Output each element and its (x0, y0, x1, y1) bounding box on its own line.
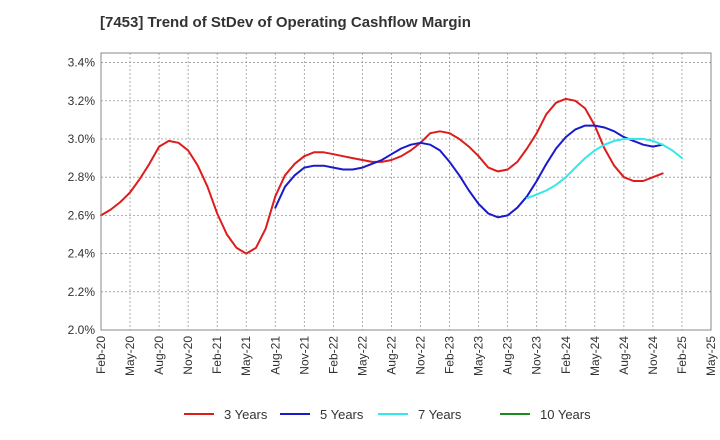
x-tick-label: May-24 (588, 336, 602, 376)
x-tick-label: Feb-24 (559, 336, 573, 374)
x-tick-label: Feb-25 (675, 336, 689, 374)
y-tick-label: 3.4% (68, 56, 96, 70)
legend-label-0: 3 Years (224, 407, 268, 422)
y-tick-label: 2.2% (68, 285, 96, 299)
x-tick-label: May-21 (239, 336, 253, 376)
y-tick-label: 2.6% (68, 208, 96, 222)
series-line-0 (100, 97, 664, 255)
x-tick-label: Aug-20 (152, 336, 166, 375)
x-tick-label: Feb-21 (210, 336, 224, 374)
plot-area (101, 53, 711, 330)
plot-border (100, 52, 712, 331)
y-axis-tick-labels: 2.0% 2.2% 2.4% 2.6% 2.8% 3.0% 3.2% 3.4% (68, 56, 96, 337)
y-tick-label: 3.2% (68, 94, 96, 108)
x-tick-label: Nov-24 (646, 336, 660, 375)
x-tick-label: May-25 (704, 336, 718, 376)
x-tick-label: Feb-23 (443, 336, 457, 374)
chart-title: [7453] Trend of StDev of Operating Cashf… (100, 14, 471, 31)
x-tick-label: Nov-20 (181, 336, 195, 375)
legend-label-3: 10 Years (540, 407, 591, 422)
x-tick-label: Feb-22 (326, 336, 340, 374)
legend-label-2: 7 Years (418, 407, 462, 422)
legend: 3 Years 5 Years 7 Years 10 Years (184, 407, 591, 422)
y-tick-label: 2.0% (68, 323, 96, 337)
x-tick-label: Aug-23 (501, 336, 515, 375)
x-tick-label: Aug-22 (384, 336, 398, 375)
x-tick-label: Feb-20 (94, 336, 108, 374)
y-tick-label: 3.0% (68, 132, 96, 146)
series-lines (100, 97, 683, 255)
x-tick-label: May-23 (472, 336, 486, 376)
x-tick-label: Aug-21 (268, 336, 282, 375)
series-line-1 (274, 124, 664, 219)
x-tick-label: Nov-22 (414, 336, 428, 375)
x-axis-tick-labels: Feb-20 May-20 Aug-20 Nov-20 Feb-21 May-21 Aug-… (94, 336, 718, 376)
x-tick-label: May-22 (355, 336, 369, 376)
y-tick-label: 2.8% (68, 170, 96, 184)
x-tick-label: Nov-21 (297, 336, 311, 375)
x-tick-label: Nov-23 (530, 336, 544, 375)
x-tick-label: May-20 (123, 336, 137, 376)
series-line-2 (526, 138, 683, 200)
legend-label-1: 5 Years (320, 407, 364, 422)
x-tick-label: Aug-24 (617, 336, 631, 375)
y-tick-label: 2.4% (68, 247, 96, 261)
